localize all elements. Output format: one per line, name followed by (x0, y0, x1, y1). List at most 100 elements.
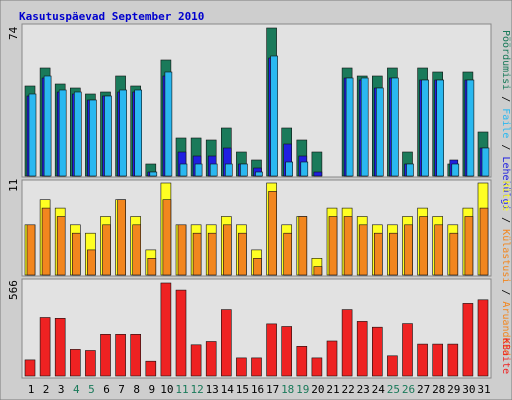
x-tick-label-day-16: 16 (251, 383, 264, 396)
bar-kulastusi-day-2 (41, 207, 51, 276)
x-tick-label-day-7: 7 (118, 383, 125, 396)
bar-kbaite-day-14 (221, 309, 232, 377)
x-tick-label-day-2: 2 (43, 383, 50, 396)
x-tick-label-day-19: 19 (296, 383, 309, 396)
bar-lehekulgi-day-22 (345, 77, 354, 177)
bar-kbaite-day-31 (477, 299, 489, 377)
x-tick-label-day-13: 13 (206, 383, 219, 396)
bar-kulastusi-day-3 (56, 216, 66, 276)
legend-separator: / (500, 283, 511, 301)
bar-kulastusi-day-16 (253, 257, 262, 276)
panel-visits-bars (24, 182, 489, 276)
x-axis-day-labels: 1 2 3 4 5 6 7 8 9 10 11 12 13 14 15 16 17 18 19 20 21 22 23 24 2… (28, 383, 491, 396)
bar-kulastusi-day-30 (464, 216, 474, 276)
bar-kulastusi-day-14 (223, 224, 232, 276)
bar-lehekulgi-day-6 (104, 95, 112, 177)
panel-activity-legend: Pöördumisi / Faile / Lehekülgi (500, 30, 511, 211)
bar-lehekulgi-day-18 (285, 161, 294, 177)
panel-traffic: 566 KBaite (7, 278, 511, 379)
bar-lehekulgi-day-23 (360, 77, 369, 177)
panel-traffic-ymax-label: 566 (7, 280, 20, 300)
bar-kulastusi-day-20 (313, 266, 323, 276)
x-tick-label-day-9: 9 (148, 383, 155, 396)
x-tick-label-day-30: 30 (462, 383, 475, 396)
legend-entry-kbaite: KBaite (500, 338, 511, 374)
x-tick-label-day-26: 26 (402, 383, 415, 396)
bar-kulastusi-day-19 (298, 216, 308, 276)
bar-lehekulgi-day-17 (270, 55, 278, 177)
bar-kulastusi-day-8 (132, 224, 141, 276)
x-tick-label-day-14: 14 (221, 383, 235, 396)
bar-kbaite-day-18 (281, 326, 293, 377)
bar-lehekulgi-day-14 (225, 163, 233, 177)
bar-kbaite-day-12 (190, 344, 202, 377)
bar-lehekulgi-day-5 (89, 99, 97, 177)
bar-lehekulgi-day-10 (164, 71, 173, 177)
x-tick-label-day-11: 11 (175, 383, 188, 396)
legend-entry-faile: Faile (500, 108, 511, 138)
x-tick-label-day-3: 3 (58, 383, 65, 396)
bar-kulastusi-day-31 (479, 207, 489, 276)
bar-kbaite-day-5 (85, 350, 96, 377)
bar-lehekulgi-day-7 (119, 89, 127, 177)
bar-lehekulgi-day-11 (179, 163, 188, 177)
bar-kulastusi-day-12 (192, 232, 202, 276)
bar-kbaite-day-23 (356, 321, 368, 377)
x-tick-label-day-1: 1 (28, 383, 35, 396)
panel-activity: 74 Pöördumisi / Faile / Lehekülgi (7, 23, 511, 211)
bar-kbaite-day-16 (251, 357, 262, 377)
legend-entry-lehekulgi: Lehekülgi (500, 156, 511, 210)
x-tick-label-day-6: 6 (103, 383, 110, 396)
legend-entry-aruandeid: Aruandeid (500, 301, 511, 355)
x-tick-label-day-24: 24 (372, 383, 386, 396)
bar-lehekulgi-day-27 (421, 79, 429, 177)
x-tick-label-day-5: 5 (88, 383, 95, 396)
x-tick-label-day-21: 21 (326, 383, 339, 396)
panel-activity-bars (24, 27, 490, 177)
bar-kbaite-day-29 (447, 343, 459, 377)
bar-kbaite-day-17 (266, 323, 277, 377)
x-tick-label-day-25: 25 (387, 383, 400, 396)
bar-kbaite-day-8 (130, 333, 141, 377)
bar-lehekulgi-day-25 (391, 77, 399, 177)
bar-kbaite-day-3 (54, 317, 66, 377)
x-tick-label-day-23: 23 (357, 383, 370, 396)
bar-kulastusi-day-27 (419, 216, 428, 276)
bar-kulastusi-day-23 (358, 224, 368, 276)
bar-kulastusi-day-21 (328, 216, 338, 276)
bar-kulastusi-day-25 (389, 232, 398, 276)
panel-activity-ymax-label: 74 (7, 26, 20, 40)
bar-kbaite-day-28 (432, 343, 444, 377)
bar-kulastusi-day-9 (147, 257, 157, 276)
legend-entry-hitte: Hitte (500, 181, 511, 211)
x-tick-label-day-8: 8 (133, 383, 140, 396)
x-tick-label-day-27: 27 (417, 383, 430, 396)
x-tick-label-day-12: 12 (190, 383, 203, 396)
bar-lehekulgi-day-28 (436, 79, 445, 177)
bar-faile-day-20 (313, 171, 323, 177)
x-tick-label-day-10: 10 (160, 383, 173, 396)
panel-traffic-bars (24, 282, 489, 377)
legend-separator: / (500, 138, 511, 156)
legend-separator: / (500, 211, 511, 229)
bar-kbaite-day-4 (70, 349, 81, 377)
bar-kulastusi-day-10 (162, 199, 172, 276)
x-tick-label-day-18: 18 (281, 383, 294, 396)
panel-visits-ymax-label: 11 (7, 179, 20, 192)
bar-kbaite-day-6 (100, 333, 111, 377)
bar-kulastusi-day-28 (434, 224, 444, 276)
bar-kbaite-day-24 (371, 326, 383, 377)
bar-lehekulgi-day-12 (194, 163, 203, 177)
bar-lehekulgi-day-31 (481, 147, 490, 177)
x-tick-label-day-22: 22 (341, 383, 354, 396)
x-tick-label-day-29: 29 (447, 383, 460, 396)
bar-kbaite-day-15 (236, 357, 247, 377)
bar-kbaite-day-22 (341, 309, 353, 377)
bar-kbaite-day-19 (296, 345, 308, 377)
bar-kulastusi-day-17 (268, 191, 277, 276)
legend-separator: / (500, 90, 511, 108)
bar-kulastusi-day-5 (87, 249, 96, 276)
bar-kbaite-day-2 (39, 317, 51, 377)
bar-kulastusi-day-4 (72, 232, 81, 276)
